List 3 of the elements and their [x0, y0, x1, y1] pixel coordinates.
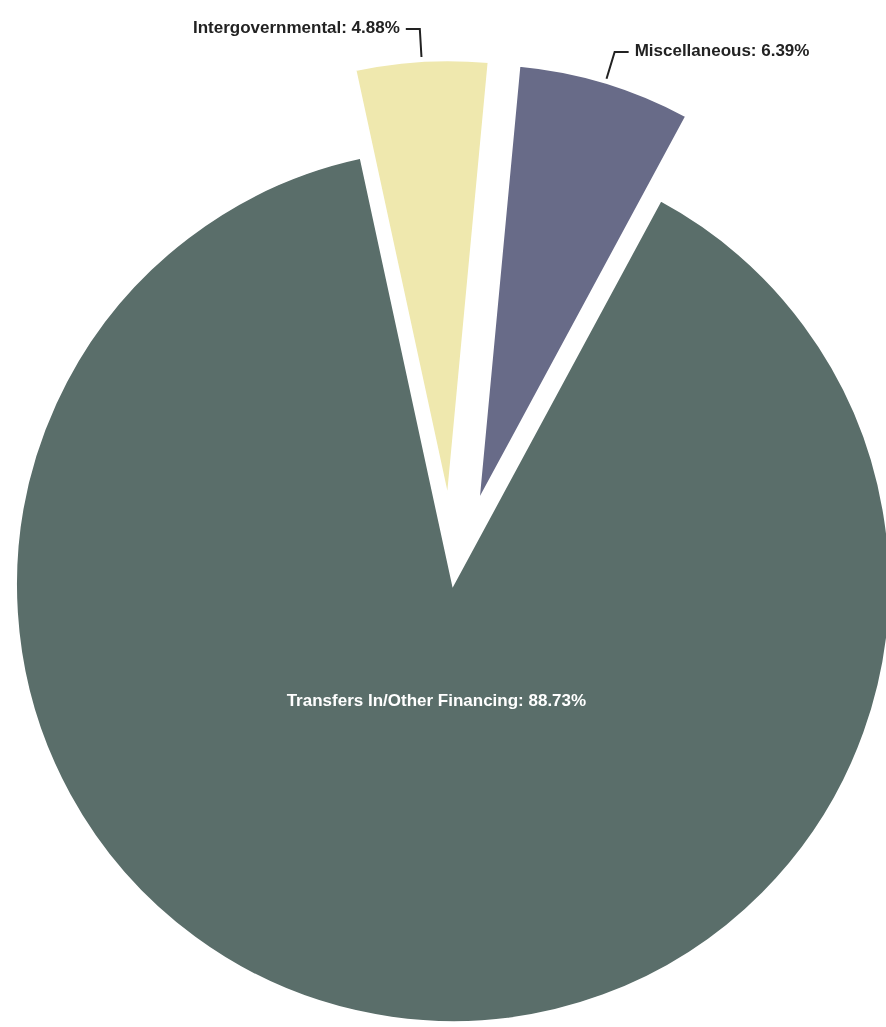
slice-label: Transfers In/Other Financing: 88.73% [286, 691, 587, 711]
slice-label: Intergovernmental: 4.88% [192, 18, 400, 38]
slice-label: Miscellaneous: 6.39% [634, 41, 810, 61]
